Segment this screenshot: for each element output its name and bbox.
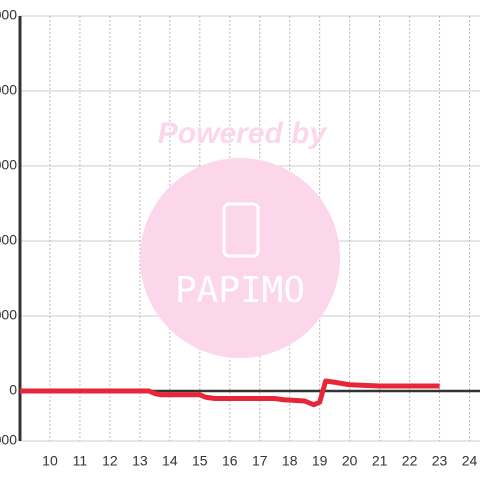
watermark-text: Powered by	[158, 117, 328, 150]
y-tick-label: 90,000	[0, 157, 17, 173]
x-tick-label: 24	[462, 453, 478, 469]
x-tick-label: 23	[432, 453, 448, 469]
x-tick-label: 18	[282, 453, 298, 469]
y-tick-label: -20,000	[0, 432, 17, 448]
line	[20, 378, 440, 408]
x-tick-label: 17	[252, 453, 268, 469]
x-tick-label: 10	[42, 453, 58, 469]
y-tick-label: 150,000	[0, 7, 17, 23]
x-tick-label: 14	[162, 453, 178, 469]
y-tick-label: 0	[9, 382, 17, 398]
x-tick-label: 13	[132, 453, 148, 469]
x-tick-label: 20	[342, 453, 358, 469]
x-tick-label: 15	[192, 453, 208, 469]
x-tick-label: 22	[402, 453, 418, 469]
x-tick-label: 11	[73, 453, 88, 469]
x-tick-label: 12	[102, 453, 118, 469]
y-tick-label: 60,000	[0, 232, 17, 248]
x-tick-label: 16	[222, 453, 238, 469]
watermark: Powered by PAPIMO	[140, 117, 340, 358]
y-tick-label: 120,000	[0, 82, 17, 98]
x-tick-label: 21	[372, 453, 388, 469]
y-tick-label: 30,000	[0, 307, 17, 323]
watermark-logo: PAPIMO	[175, 270, 305, 311]
x-tick-label: 19	[312, 453, 328, 469]
